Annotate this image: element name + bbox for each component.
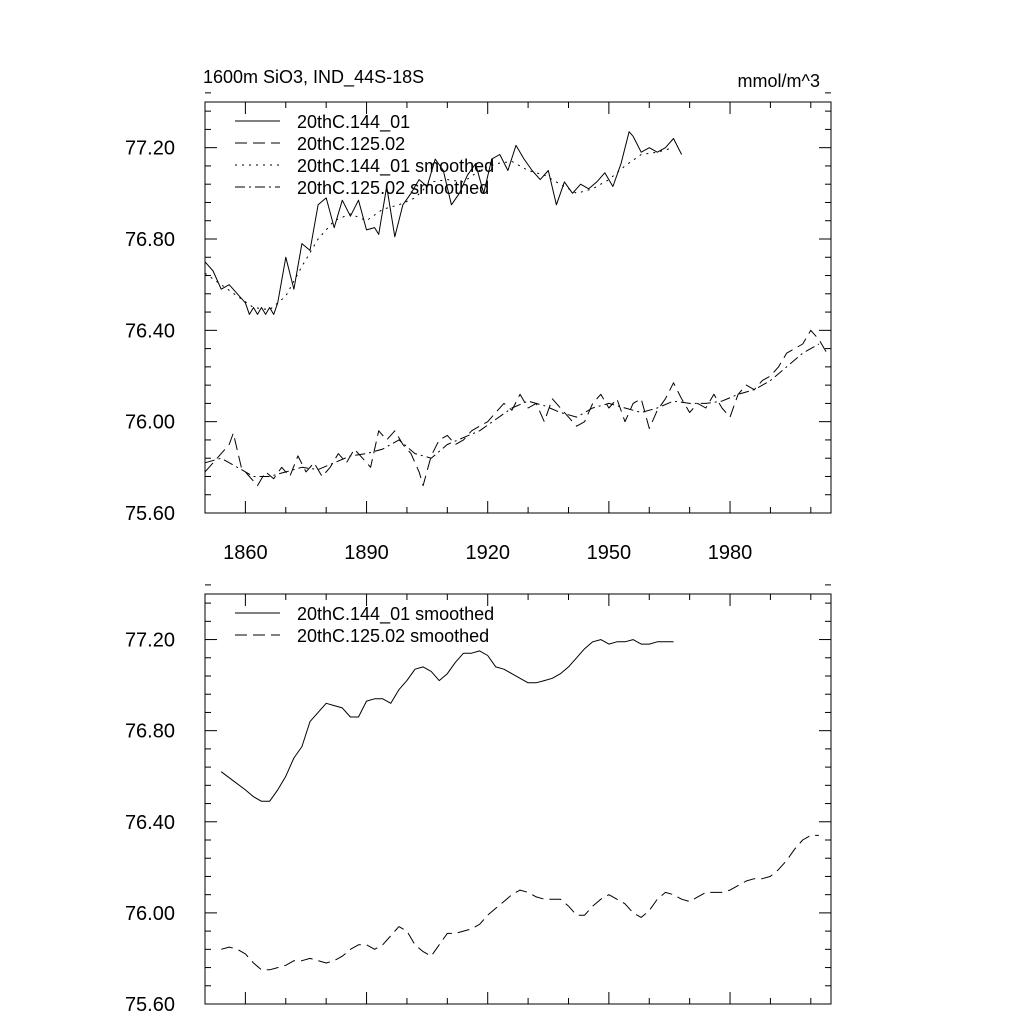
y-tick-label: 76.00 <box>125 412 175 434</box>
y-tick-label: 76.40 <box>125 812 175 834</box>
y-tick-label: 75.60 <box>125 994 175 1016</box>
x-tick-label: 1950 <box>587 542 632 564</box>
legend-label: 20thC.125.02 smoothed <box>297 626 489 646</box>
y-tick-label: 77.20 <box>125 630 175 652</box>
plot-frame <box>204 101 832 514</box>
y-tick-label: 76.80 <box>125 721 175 743</box>
top-panel: 1860 1890 1920 1950 1980 75.60 76.00 76.40 76.80… <box>125 92 832 564</box>
x-tick-label: 1920 <box>465 542 510 564</box>
y-tick-label: 76.00 <box>125 903 175 925</box>
series-line-4 <box>204 343 820 477</box>
legend-label: 20thC.144_01 smoothed <box>297 156 494 177</box>
legend-label: 20thC.144_01 <box>297 112 410 133</box>
x-tick-label: 1980 <box>708 542 753 564</box>
x-tick-label: 1890 <box>344 542 389 564</box>
y-tick-label: 75.60 <box>125 503 175 525</box>
units-label: mmol/m^3 <box>738 71 820 91</box>
series-line-1 <box>220 639 674 802</box>
series-line-3 <box>204 147 674 311</box>
y-tick-label: 76.40 <box>125 320 175 342</box>
legend-label: 20thC.144_01 smoothed <box>297 604 494 625</box>
legend-label: 20thC.125.02 <box>297 134 405 154</box>
y-tick-label: 77.20 <box>125 138 175 160</box>
series-line-2 <box>204 329 828 487</box>
bottom-panel: 75.60 76.00 76.40 76.80 77.20 20thC.144_01 sm… <box>125 584 832 1016</box>
legend-label: 20thC.125.02 smoothed <box>297 178 489 198</box>
plot-frame <box>204 593 832 1005</box>
y-tick-label: 76.80 <box>125 229 175 251</box>
figure-title: 1600m SiO3, IND_44S-18S <box>203 67 424 88</box>
series-line-1 <box>204 131 683 315</box>
x-tick-label: 1860 <box>223 542 268 564</box>
series-line-2 <box>221 834 819 971</box>
